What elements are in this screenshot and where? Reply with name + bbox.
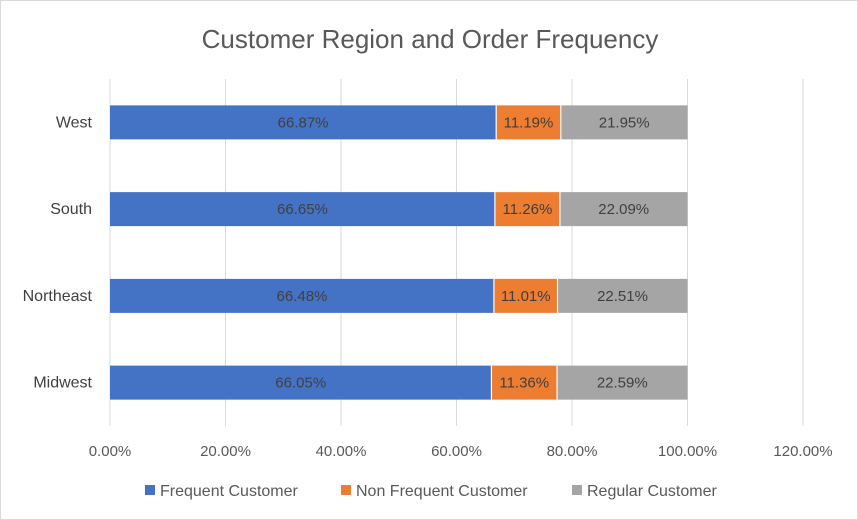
data-label-regular-customer: 22.09% — [598, 201, 649, 218]
data-label-regular-customer: 21.95% — [599, 114, 650, 131]
x-tick-label: 40.00% — [316, 443, 367, 460]
data-label-non-frequent-customer: 11.01% — [501, 288, 551, 305]
legend-swatch — [572, 485, 582, 495]
x-tick-label: 120.00% — [773, 443, 832, 460]
legend-label: Frequent Customer — [160, 483, 299, 500]
bar-non-frequent-customer — [493, 278, 558, 313]
legend-label: Non Frequent Customer — [356, 483, 528, 500]
bar-regular-customer — [557, 278, 688, 313]
legend-swatch — [341, 485, 351, 495]
bar-frequent-customer — [110, 192, 495, 227]
legend-label: Regular Customer — [587, 483, 718, 500]
bar-regular-customer — [560, 105, 688, 140]
data-label-non-frequent-customer: 11.19% — [504, 114, 554, 131]
data-label-frequent-customer: 66.87% — [278, 114, 329, 131]
data-label-non-frequent-customer: 11.36% — [499, 375, 549, 392]
bar-regular-customer — [559, 192, 688, 227]
x-tick-label: 60.00% — [431, 443, 482, 460]
data-label-regular-customer: 22.59% — [597, 375, 648, 392]
category-label: West — [56, 114, 93, 131]
bar-non-frequent-customer — [496, 105, 561, 140]
legend: Frequent Customer Non Frequent Customer Re… — [145, 483, 718, 500]
bar-frequent-customer — [110, 105, 497, 140]
data-label-frequent-customer: 66.65% — [277, 201, 328, 218]
data-label-regular-customer: 22.51% — [597, 288, 648, 305]
bar-frequent-customer — [110, 365, 492, 400]
x-tick-label: 80.00% — [547, 443, 598, 460]
x-tick-label: 20.00% — [200, 443, 251, 460]
data-label-frequent-customer: 66.05% — [275, 375, 326, 392]
data-label-non-frequent-customer: 11.26% — [503, 201, 553, 218]
bar-non-frequent-customer — [494, 192, 560, 227]
x-axis-tick-labels: 0.00% 20.00% 40.00% 60.00% 80.00% 100.00% 120.… — [89, 443, 833, 460]
legend-swatch — [145, 485, 155, 495]
category-label: Northeast — [23, 288, 93, 305]
bar-regular-customer — [557, 365, 688, 400]
category-labels: West South Northeast Midwest — [23, 114, 93, 391]
chart-title: Customer Region and Order Frequency — [202, 24, 659, 54]
category-label: Midwest — [33, 375, 92, 392]
bar-non-frequent-customer — [491, 365, 558, 400]
bar-frequent-customer — [110, 278, 494, 313]
x-tick-label: 0.00% — [89, 443, 132, 460]
bars: 66.87% 11.19% 21.95% 66.65% 11.26% 22.09% 66.4… — [110, 105, 688, 400]
data-label-frequent-customer: 66.48% — [277, 288, 328, 305]
x-tick-label: 100.00% — [658, 443, 717, 460]
category-label: South — [50, 201, 92, 218]
